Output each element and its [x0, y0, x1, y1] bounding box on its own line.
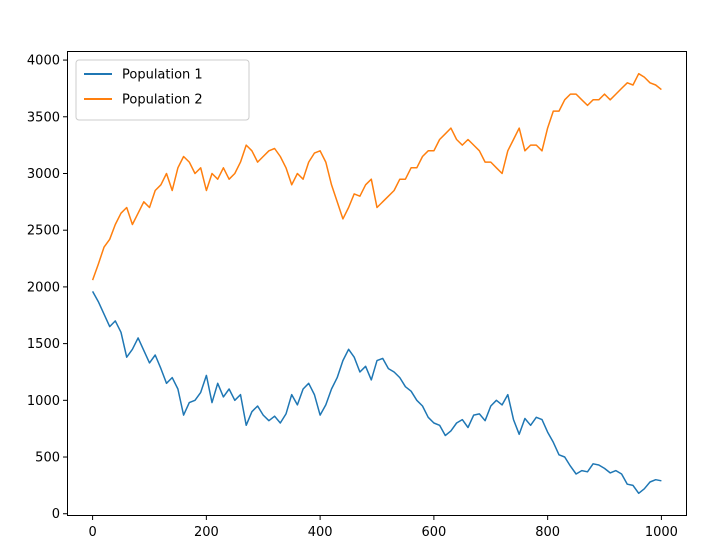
series-layer [91, 72, 662, 495]
series-line-1 [91, 291, 662, 495]
y-tick-label: 0 [52, 507, 60, 522]
y-tick-label: 4000 [27, 54, 60, 69]
x-tick-label: 400 [308, 525, 333, 540]
legend-box [75, 59, 250, 121]
legend-label-1: Population 1 [122, 68, 203, 83]
y-tick-label: 1000 [27, 394, 60, 409]
plot-frame [67, 51, 687, 516]
x-axis: 0 200 400 600 800 1000 [88, 516, 678, 540]
legend: Population 1 Population 2 [75, 59, 250, 121]
legend-label-2: Population 2 [122, 93, 203, 108]
y-tick-label: 3000 [27, 167, 60, 182]
series-line-2 [91, 72, 662, 281]
y-tick-label: 2000 [27, 280, 60, 295]
y-tick-label: 500 [35, 451, 60, 466]
x-tick-label: 0 [88, 525, 96, 540]
plot-area [67, 51, 687, 516]
y-axis: 0 500 1000 1500 2000 2500 3000 3500 4000 [27, 54, 67, 522]
y-tick-label: 3500 [27, 110, 60, 125]
x-tick-label: 200 [194, 525, 219, 540]
y-tick-label: 2500 [27, 224, 60, 239]
x-tick-label: 800 [535, 525, 560, 540]
y-tick-label: 1500 [27, 337, 60, 352]
x-tick-label: 1000 [645, 525, 678, 540]
x-tick-label: 600 [421, 525, 446, 540]
